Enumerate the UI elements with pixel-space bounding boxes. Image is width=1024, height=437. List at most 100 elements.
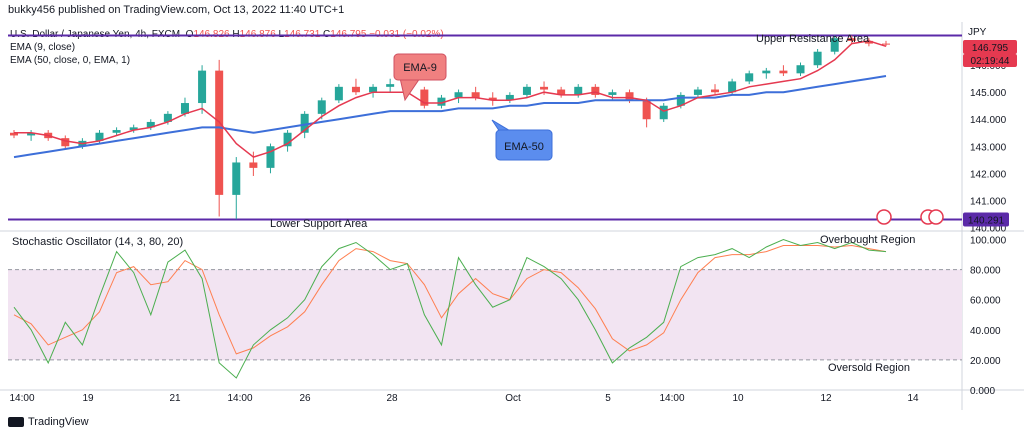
time-tick-label: 28 xyxy=(386,393,398,404)
candle[interactable] xyxy=(386,84,395,87)
candle[interactable] xyxy=(215,70,224,195)
candle[interactable] xyxy=(574,86,583,95)
oscillator-tick-label: 60.000 xyxy=(970,296,1001,307)
candle[interactable] xyxy=(10,132,18,136)
time-tick-label: 14:00 xyxy=(9,393,34,404)
price-tick-label: 145.000 xyxy=(970,88,1007,99)
change-value: −0.031 (−0.02%) xyxy=(369,29,444,40)
candle[interactable] xyxy=(471,92,480,98)
upper-resistance-label: Upper Resistance Area xyxy=(756,33,870,45)
time-tick-label: 5 xyxy=(605,393,611,404)
candle[interactable] xyxy=(112,130,121,133)
candle[interactable] xyxy=(334,86,343,101)
candle[interactable] xyxy=(830,38,839,52)
candle[interactable] xyxy=(693,89,702,95)
legend-ema9[interactable]: EMA (9, close) xyxy=(10,42,76,53)
time-tick-label: 14:00 xyxy=(659,393,684,404)
overbought-label: Overbought Region xyxy=(820,234,915,246)
candle[interactable] xyxy=(198,70,207,104)
candle[interactable] xyxy=(163,113,172,122)
candle[interactable] xyxy=(762,70,771,74)
candle[interactable] xyxy=(249,162,258,168)
candle[interactable] xyxy=(557,89,566,95)
time-tick-label: 21 xyxy=(169,393,181,404)
candle[interactable] xyxy=(129,127,138,131)
candle[interactable] xyxy=(232,162,241,195)
high-label: H xyxy=(232,29,240,40)
ema9-callout-text: EMA-9 xyxy=(403,62,437,74)
candle[interactable] xyxy=(540,86,549,90)
us-event-flag-icon[interactable] xyxy=(876,209,892,225)
low-label: L xyxy=(278,29,285,40)
stochastic-k-line xyxy=(13,238,887,379)
price-tick-label: 140.000 xyxy=(970,223,1007,234)
tradingview-logo-icon xyxy=(8,417,24,427)
candle[interactable] xyxy=(522,86,531,95)
time-tick-label: 14 xyxy=(907,393,919,404)
support-price-badge-text: 140.291 xyxy=(968,215,1005,226)
ema9-callout-pointer xyxy=(399,77,421,102)
oscillator-tick-label: 40.000 xyxy=(970,326,1001,337)
footer-brand: TradingView xyxy=(28,416,89,428)
candle[interactable] xyxy=(642,100,651,120)
candle[interactable] xyxy=(625,92,634,101)
candle[interactable] xyxy=(351,86,360,93)
candle[interactable] xyxy=(95,132,104,141)
price-tick-label: 141.000 xyxy=(970,196,1007,207)
candle[interactable] xyxy=(505,94,514,101)
low-value: 146.731 xyxy=(284,29,321,40)
candle[interactable] xyxy=(813,51,822,66)
candle[interactable] xyxy=(711,89,720,93)
ema9-line xyxy=(14,40,887,158)
support-price-badge xyxy=(963,212,1009,227)
last-price-badge xyxy=(963,40,1017,54)
candle[interactable] xyxy=(659,105,668,120)
ema50-callout[interactable] xyxy=(495,129,553,161)
time-tick-label: 10 xyxy=(732,393,744,404)
currency-label: JPY xyxy=(968,27,987,38)
candle[interactable] xyxy=(300,113,309,133)
us-event-flag-icon[interactable] xyxy=(928,209,944,225)
candle[interactable] xyxy=(728,81,737,93)
candle[interactable] xyxy=(317,100,326,114)
stochastic-band xyxy=(8,269,962,360)
candle[interactable] xyxy=(283,132,292,147)
candle[interactable] xyxy=(488,97,497,101)
legend-symbol-row: U.S. Dollar / Japanese Yen, 4h, FXCM O14… xyxy=(10,28,444,41)
countdown-badge-text: 02:19:44 xyxy=(971,56,1010,67)
candle[interactable] xyxy=(369,86,378,93)
candle[interactable] xyxy=(779,70,788,74)
candle[interactable] xyxy=(420,89,429,106)
candle[interactable] xyxy=(591,86,600,95)
time-tick-label: 19 xyxy=(82,393,94,404)
candle[interactable] xyxy=(745,73,754,82)
ema50-callout-text: EMA-50 xyxy=(504,141,544,153)
lower-support-label: Lower Support Area xyxy=(270,218,368,230)
candle[interactable] xyxy=(796,65,805,74)
ema9-callout[interactable] xyxy=(393,53,447,81)
candle[interactable] xyxy=(864,40,873,44)
candle[interactable] xyxy=(847,38,856,41)
candle[interactable] xyxy=(882,43,890,45)
candle[interactable] xyxy=(27,132,36,136)
price-tick-label: 143.000 xyxy=(970,142,1007,153)
candle[interactable] xyxy=(180,103,189,114)
legend-ema50[interactable]: EMA (50, close, 0, EMA, 1) xyxy=(10,55,131,66)
candle[interactable] xyxy=(608,92,617,95)
candle[interactable] xyxy=(437,97,446,106)
open-value: 146.826 xyxy=(193,29,230,40)
candle[interactable] xyxy=(146,121,155,128)
last-price-badge-text: 146.795 xyxy=(972,43,1009,54)
candle[interactable] xyxy=(266,146,275,168)
time-tick-label: 14:00 xyxy=(227,393,252,404)
oscillator-tick-label: 20.000 xyxy=(970,356,1001,367)
candle[interactable] xyxy=(454,92,463,98)
oscillator-tick-label: 0.000 xyxy=(970,386,995,397)
oscillator-tick-label: 80.000 xyxy=(970,266,1001,277)
time-tick-label: 12 xyxy=(820,393,832,404)
candle[interactable] xyxy=(676,94,685,106)
close-label: C xyxy=(323,29,331,40)
candle[interactable] xyxy=(61,138,70,147)
oscillator-title: Stochastic Oscillator (14, 3, 80, 20) xyxy=(12,236,183,248)
